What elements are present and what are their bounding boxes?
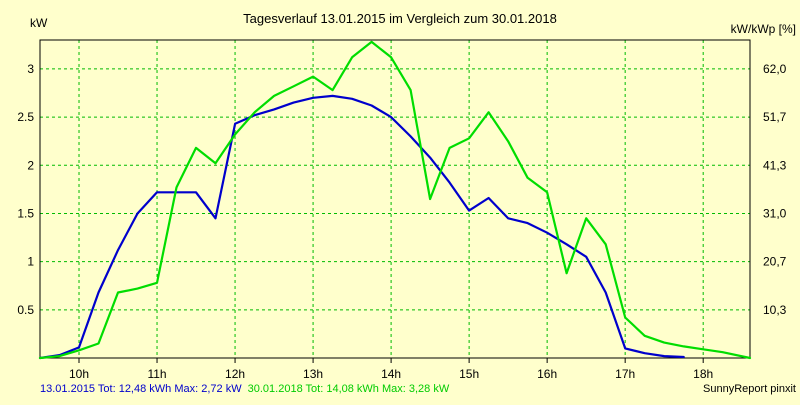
axis-ticks: 10h 11h 12h 13h 14h 15h 16h 17h 18h0.511.522.531… (17, 62, 786, 381)
series-line-1 (38, 94, 685, 360)
y-right-tick-label: 10,3 (763, 303, 787, 317)
x-tick-label: 18h (693, 367, 713, 381)
plot-frame (39, 39, 751, 359)
x-tick-label: 16h (537, 367, 557, 381)
y-left-tick-label: 1 (27, 255, 34, 269)
right-axis-unit: kW/kWp [%] (731, 22, 796, 36)
left-axis-unit: kW (30, 16, 48, 30)
series-lines (38, 40, 752, 360)
y-right-tick-label: 51,7 (763, 110, 787, 124)
footer-credit: SunnyReport pinxit (703, 383, 796, 395)
series-line-2 (38, 40, 752, 360)
x-tick-label: 14h (381, 367, 401, 381)
y-left-tick-label: 0.5 (17, 303, 34, 317)
y-right-tick-label: 41,3 (763, 158, 787, 172)
x-tick-label: 15h (459, 367, 479, 381)
x-tick-label: 17h (615, 367, 635, 381)
grid-lines (40, 40, 750, 358)
footer-summary: 13.01.2015 Tot: 12,48 kWh Max: 2,72 kW 3… (40, 383, 450, 395)
y-right-tick-label: 31,0 (763, 206, 787, 220)
y-right-tick-label: 62,0 (763, 62, 787, 76)
x-tick-label: 13h (303, 367, 323, 381)
x-tick-label: 12h (225, 367, 245, 381)
y-left-tick-label: 1.5 (17, 206, 34, 220)
y-left-tick-label: 2 (27, 158, 34, 172)
footer-series1-summary: 13.01.2015 Tot: 12,48 kWh Max: 2,72 kW (40, 383, 242, 395)
x-tick-label: 10h (69, 367, 89, 381)
chart-title: Tagesverlauf 13.01.2015 im Vergleich zum… (243, 11, 557, 26)
y-left-tick-label: 2.5 (17, 110, 34, 124)
y-right-tick-label: 20,7 (763, 255, 787, 269)
y-left-tick-label: 3 (27, 62, 34, 76)
footer-series2-summary: 30.01.2018 Tot: 14,08 kWh Max: 3,28 kW (248, 383, 450, 395)
x-tick-label: 11h (147, 367, 166, 381)
